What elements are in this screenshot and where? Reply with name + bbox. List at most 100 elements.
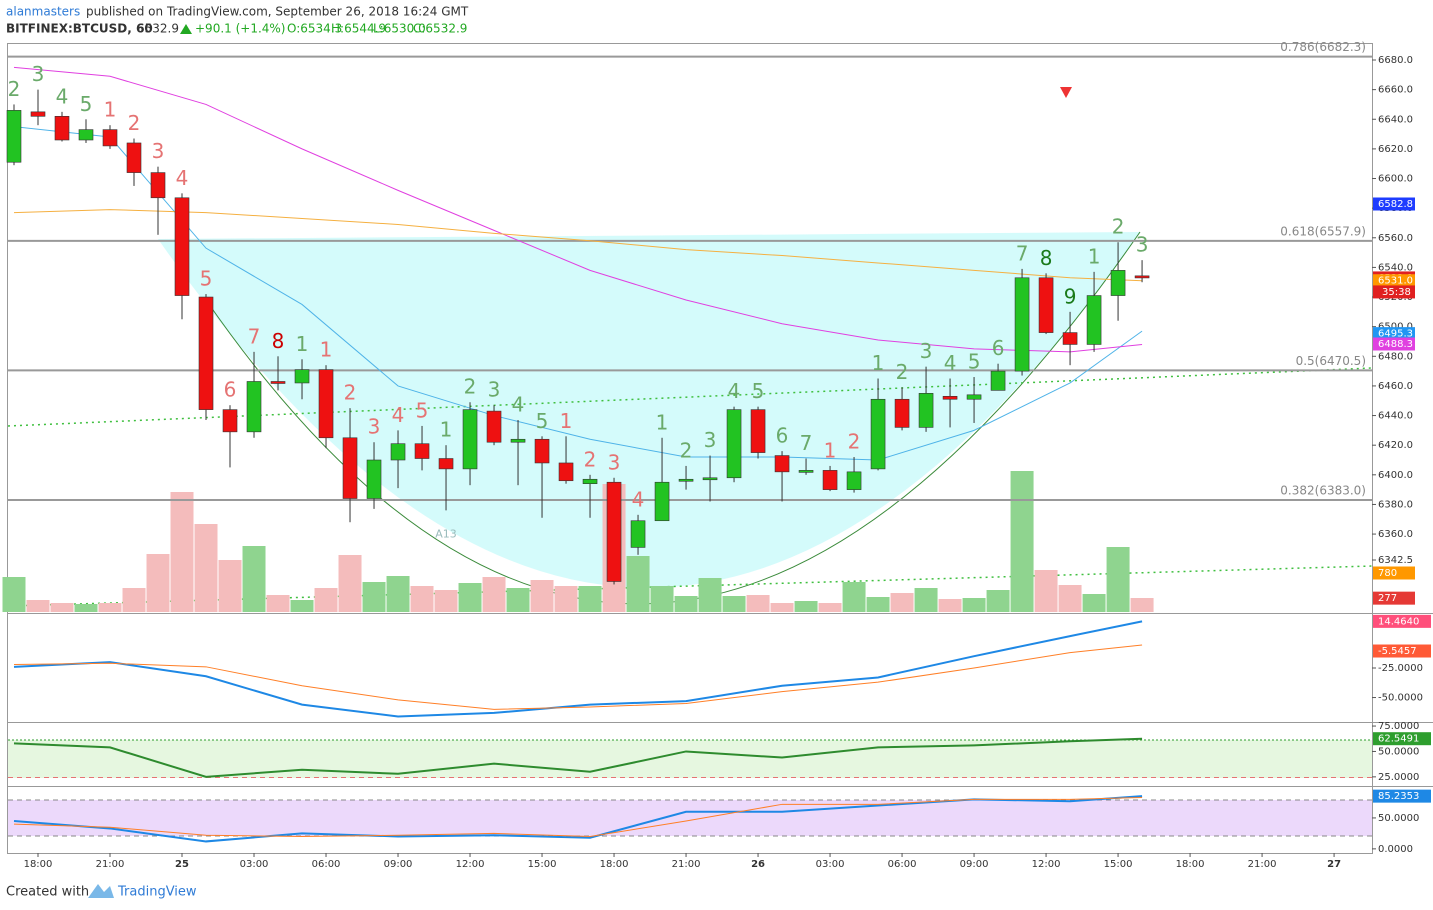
td-count: 3 [368,415,381,439]
price-badge-label: 6531.0 [1378,276,1413,287]
indicator-badge-label: 62.5491 [1378,734,1419,745]
volume-bar [794,601,818,612]
y-tick-label: -50.0000 [1378,693,1423,704]
candle-body [390,443,406,461]
td-count: 1 [872,351,885,375]
y-tick-label: 75.0000 [1378,721,1419,732]
candle-body [942,395,958,400]
price-badge-label: 6582.8 [1378,199,1413,210]
x-tick-label: 25 [175,859,189,870]
y-tick-label: 50.0000 [1378,746,1419,757]
indicator-badge [1373,644,1431,658]
symbol: BITFINEX:BTCUSD, 60 [6,22,153,36]
x-tick-label: 21:00 [672,859,701,870]
td-count: 7 [248,324,261,348]
x-tick-label: 12:00 [456,859,485,870]
volume-bar [122,588,146,612]
x-tick-label: 21:00 [1248,859,1277,870]
volume-bar [290,600,314,612]
candle-body [54,115,70,141]
indicator-line [13,620,1143,718]
indicator-line [13,797,1143,837]
td-count: 4 [56,84,69,108]
volume-bar [1058,585,1082,612]
volume-bar [650,586,674,612]
volume-bar [2,577,26,612]
y-tick-label: -25.0000 [1378,663,1423,674]
tradingview-logo[interactable] [88,884,114,898]
y-tick-label: 6540.0 [1378,262,1413,273]
y-tick-label: 6460.0 [1378,381,1413,392]
td-count: 1 [296,332,309,356]
indicator-badge [1373,789,1431,803]
td-count: 6 [224,378,237,402]
td-count: 3 [704,428,717,452]
volume-bar [866,597,890,612]
x-tick-label: 03:00 [240,859,269,870]
td-count: 8 [272,329,285,353]
countdown-badge [1373,285,1415,299]
candle-body [1110,270,1126,296]
footer-created: Created with [6,885,89,900]
x-tick-label: 21:00 [96,859,125,870]
td-count: 1 [440,418,453,442]
candle-body [558,462,574,482]
volume-bar [722,596,746,612]
y-tick-label: 6620.0 [1378,144,1413,155]
td-count: 2 [896,360,909,384]
volume-bar [74,604,98,612]
candle-body [822,470,838,490]
author[interactable]: alanmasters [6,5,80,19]
td-count: 4 [632,487,645,511]
moving-average [13,209,1143,282]
candle-body [918,393,934,428]
price-badge-label: 6495.3 [1378,329,1413,340]
candle-body [486,410,502,443]
candle-body [126,142,142,173]
candle-body [654,481,670,522]
td-count: 1 [104,98,117,122]
volume-bar [506,588,530,612]
candle-body [1038,277,1054,333]
candle-body [1134,275,1150,279]
volume-bar [530,580,554,612]
volume-bar [338,555,362,612]
y-tick-label: 6640.0 [1378,114,1413,125]
x-tick-label: 26 [751,859,765,870]
td-count: 2 [8,77,21,101]
volume-bar [410,586,434,612]
td-count: 1 [1088,244,1101,268]
footer-brand[interactable]: TradingView [117,885,197,900]
y-tick-label: 6560.0 [1378,233,1413,244]
y-tick-label: 6680.0 [1378,55,1413,66]
x-tick-label: 15:00 [528,859,557,870]
candle-body [630,520,646,548]
td-count: 1 [824,438,837,462]
x-tick-label: 18:00 [1176,859,1205,870]
indicator-line [13,644,1143,710]
countdown: 35:38 [1382,287,1411,298]
price-badge-label: 277 [1378,593,1397,604]
sell-marker [1060,87,1072,98]
candle-body [510,438,526,443]
td-count: 5 [752,379,765,403]
volume-bar [986,590,1010,612]
td-count: 4 [392,403,405,427]
price-badge-label: 6488.3 [1378,339,1413,350]
last-price: 6532.9 [137,22,179,36]
td-count: 2 [584,447,597,471]
candle-body [222,409,238,433]
indicator-badge-label: 85.2353 [1378,791,1419,802]
volume-bar [818,603,842,612]
td-count: 8 [1040,246,1053,270]
candle-body [846,471,862,490]
candle-body [990,370,1006,391]
volume-bar [842,582,866,612]
volume-bar [362,582,386,612]
volume-bar [482,577,506,612]
candle-body [366,459,382,499]
y-tick-label: 6600.0 [1378,174,1413,185]
volume-bar [98,603,122,612]
pane-band [8,740,1372,778]
volume-bar [1130,598,1154,612]
